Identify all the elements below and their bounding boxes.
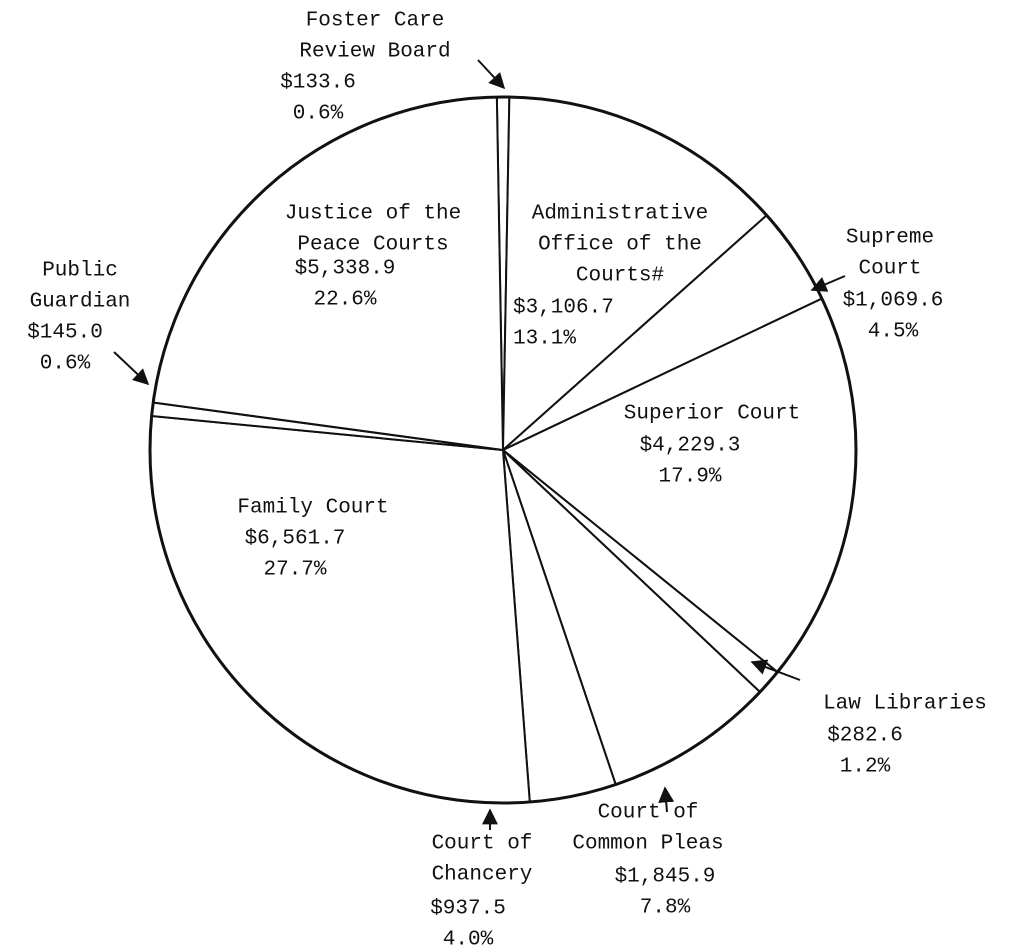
slice-label: Court of: [432, 833, 533, 856]
slice-label: Chancery: [432, 864, 533, 887]
arrow: [810, 275, 846, 292]
slice-label: Peace Courts: [297, 234, 448, 257]
percent-label: 13.1%: [513, 328, 576, 351]
slice-label: Supreme: [846, 227, 934, 250]
arrows: [113, 59, 846, 830]
percent-label: 1.2%: [840, 756, 891, 779]
slice-label: Guardian: [30, 291, 131, 314]
slice-label: Common Pleas: [572, 833, 723, 856]
value-label: $937.5: [430, 898, 506, 921]
percent-label: 22.6%: [313, 289, 376, 312]
slice-label: Office of the: [538, 234, 702, 257]
value-label: $4,229.3: [640, 435, 741, 458]
slice-label: Courts#: [576, 265, 664, 288]
slice-label: Justice of the: [285, 203, 461, 226]
percent-label: 0.6%: [293, 103, 344, 126]
slice-label: Foster Care: [306, 10, 445, 33]
slice-label: Superior Court: [624, 403, 800, 426]
pie-outline: [148, 95, 858, 805]
slice-label: Review Board: [299, 41, 450, 64]
value-label: $3,106.7: [513, 297, 614, 320]
pie: [149, 96, 857, 804]
value-label: $6,561.7: [245, 528, 346, 551]
slice-label: Law Libraries: [823, 693, 987, 716]
arrow: [113, 351, 150, 386]
value-label: $1,069.6: [843, 290, 944, 313]
value-label: $282.6: [827, 725, 903, 748]
slice: [149, 414, 531, 804]
arrow: [477, 59, 506, 90]
slice-label: Court: [858, 258, 921, 281]
arrow: [658, 786, 675, 813]
value-label: $133.6: [280, 72, 356, 95]
percent-label: 17.9%: [658, 466, 721, 489]
percent-label: 0.6%: [40, 353, 91, 376]
percent-label: 4.5%: [868, 321, 919, 344]
percent-label: 27.7%: [263, 559, 326, 582]
slice-label: Court of: [598, 802, 699, 825]
percent-label: 7.8%: [640, 897, 691, 920]
slice-label: Family Court: [237, 497, 388, 520]
percent-label: 4.0%: [443, 929, 494, 948]
arrow: [750, 659, 801, 681]
value-label: $5,338.9: [295, 258, 396, 281]
value-label: $145.0: [27, 322, 103, 345]
value-label: $1,845.9: [615, 866, 716, 889]
slice-label: Public: [42, 260, 118, 283]
slice-label: Administrative: [532, 203, 708, 226]
